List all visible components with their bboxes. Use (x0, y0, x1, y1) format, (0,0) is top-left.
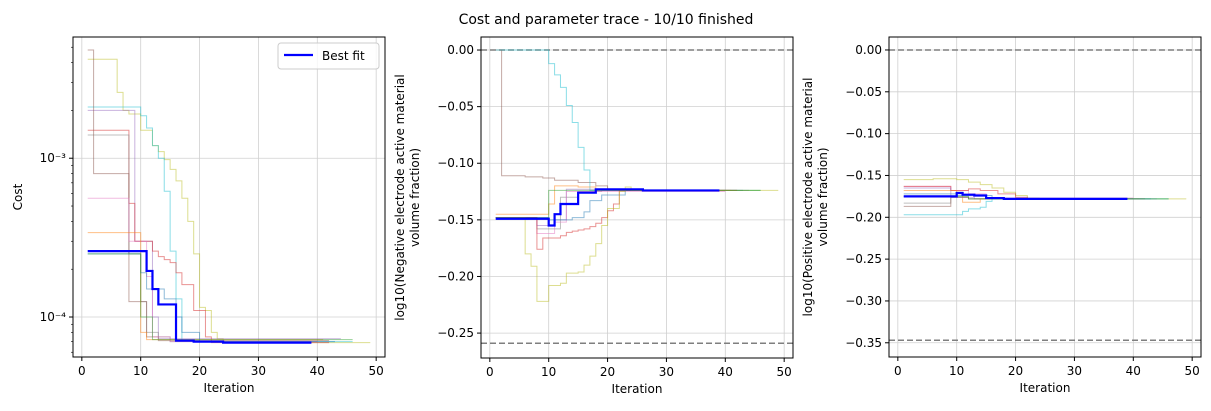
y-axis-label: Cost (11, 183, 25, 210)
x-tick-label: 0 (894, 364, 902, 378)
run-trace (495, 49, 738, 191)
subplot-1: 0 10 20 30 40 50 10⁻³ 10⁻⁴ Iteration Cost Best fit (11, 36, 386, 395)
run-trace (87, 106, 353, 343)
run-trace (495, 191, 726, 234)
x-tick-label: 20 (1008, 364, 1023, 378)
x-tick-label: 10 (133, 364, 148, 378)
run-trace (495, 49, 761, 191)
x-tick-label: 30 (659, 365, 674, 379)
y-tick-label: −0.10 (437, 156, 474, 170)
y-tick-label: −0.10 (845, 127, 882, 141)
legend-box (277, 42, 380, 70)
x-tick-label: 30 (1067, 364, 1082, 378)
x-tick-label: 30 (251, 364, 266, 378)
run-trace (87, 58, 371, 344)
legend-best-fit-label: Best fit (322, 49, 365, 63)
y-tick-label: −0.25 (845, 252, 882, 266)
x-tick-label: 10 (541, 365, 556, 379)
best-fit-line (87, 250, 312, 344)
y-tick-label: −0.05 (845, 85, 882, 99)
y-tick-label: −0.30 (845, 294, 882, 308)
run-trace (495, 189, 738, 250)
subplot-2: 0 10 20 30 40 50 0.00 −0.05 −0.10 −0.15 −0.20 −0.25… (393, 36, 794, 396)
plot-area (87, 49, 371, 344)
y-tick-label: −0.05 (437, 100, 474, 114)
y-tick-label: −0.15 (845, 168, 882, 182)
x-tick-label: 0 (78, 364, 86, 378)
y-tick-label: −0.25 (437, 326, 474, 340)
y-tick-label: −0.20 (437, 269, 474, 283)
y-tick-label: 10⁻⁴ (40, 310, 67, 324)
x-tick-label: 40 (1126, 364, 1141, 378)
y-tick-label: −0.35 (845, 336, 882, 350)
run-trace (87, 129, 330, 344)
plot-area (889, 49, 1201, 342)
x-tick-label: 50 (369, 364, 384, 378)
x-tick-label: 50 (1185, 364, 1200, 378)
x-axis-label: Iteration (612, 382, 663, 396)
x-tick-label: 10 (949, 364, 964, 378)
run-trace (495, 189, 726, 230)
y-tick-label: 0.00 (447, 43, 474, 57)
figure-title: Cost and parameter trace - 10/10 finishe… (459, 12, 754, 28)
plot-area (481, 49, 793, 345)
x-tick-label: 20 (192, 364, 207, 378)
best-fit-line (903, 191, 1128, 200)
x-axis-label: Iteration (1020, 381, 1071, 395)
axes-frame (888, 36, 1202, 358)
run-trace (87, 197, 318, 343)
y-tick-label: −0.15 (437, 213, 474, 227)
x-tick-label: 20 (600, 365, 615, 379)
subplot-3: 0 10 20 30 40 50 0.00 −0.05 −0.10 −0.15 −0.20 −0.25… (801, 36, 1202, 395)
x-axis-label: Iteration (204, 381, 255, 395)
run-trace (495, 186, 779, 302)
x-tick-label: 0 (486, 365, 494, 379)
run-trace (903, 198, 1169, 216)
y-axis-label: log10(Positive electrode active material (801, 78, 815, 317)
axes-frame (480, 36, 794, 359)
y-axis-label: volume fraction) (408, 148, 422, 247)
y-tick-label: 0.00 (855, 43, 882, 57)
y-tick-label: −0.20 (845, 210, 882, 224)
best-fit-line (495, 188, 720, 227)
run-trace (87, 49, 330, 342)
x-tick-label: 40 (718, 365, 733, 379)
run-trace (495, 189, 743, 221)
run-trace (87, 253, 353, 341)
legend: Best fit (277, 42, 380, 70)
x-tick-label: 50 (777, 365, 792, 379)
y-axis-label: log10(Negative electrode active material (393, 74, 407, 321)
run-trace (87, 253, 335, 343)
y-axis-label: volume fraction) (816, 147, 830, 246)
axes-frame (72, 36, 386, 358)
run-trace (495, 189, 761, 219)
x-tick-label: 40 (310, 364, 325, 378)
y-tick-label: 10⁻³ (40, 151, 67, 165)
run-trace (87, 109, 341, 340)
